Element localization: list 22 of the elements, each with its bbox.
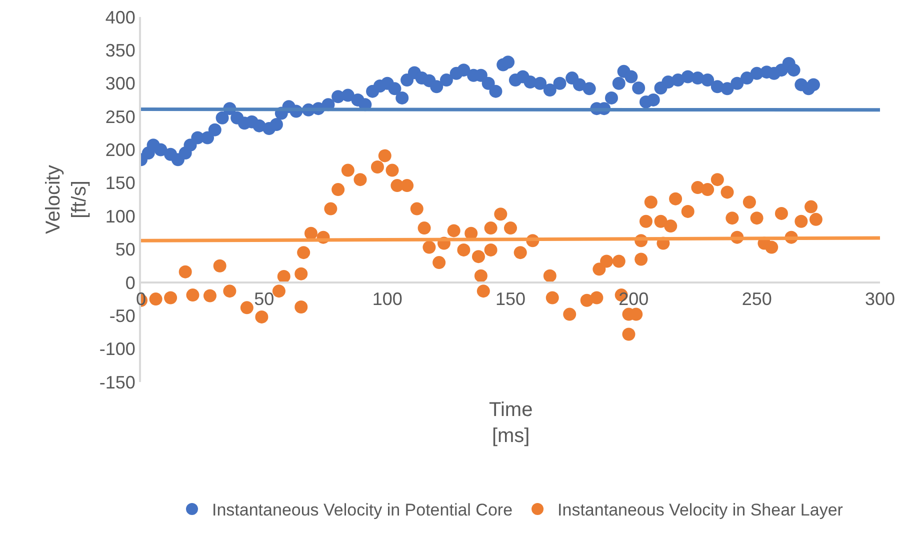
x-tick-label: 50: [254, 289, 274, 310]
y-tick-label: 150: [105, 173, 136, 194]
x-tick-label: 250: [742, 289, 772, 310]
x-tick-label: 150: [495, 289, 526, 310]
y-tick-label: 350: [105, 40, 136, 60]
legend-label: Instantaneous Velocity in Potential Core: [212, 500, 513, 520]
y-axis-title: Velocity [ft/s]: [42, 165, 90, 234]
y-tick-label: 250: [105, 106, 136, 127]
y-tick-label: -150: [99, 372, 136, 392]
y-tick-label: -50: [109, 306, 136, 326]
y-tick-label: -100: [99, 339, 136, 360]
x-axis-title: Time [ms]: [489, 399, 533, 447]
y-tick-label: 300: [105, 74, 136, 94]
x-tick-label: 300: [864, 289, 896, 310]
y-tick-label: 200: [105, 140, 136, 160]
y-tick-label: 100: [105, 206, 136, 226]
legend-label: Instantaneous Velocity in Shear Layer: [558, 500, 844, 520]
x-tick-label: 100: [372, 289, 402, 310]
x-tick-label: 200: [618, 289, 649, 310]
y-tick-label: 0: [125, 272, 136, 293]
y-tick-label: 400: [105, 7, 136, 28]
y-tick-label: 50: [115, 240, 136, 260]
